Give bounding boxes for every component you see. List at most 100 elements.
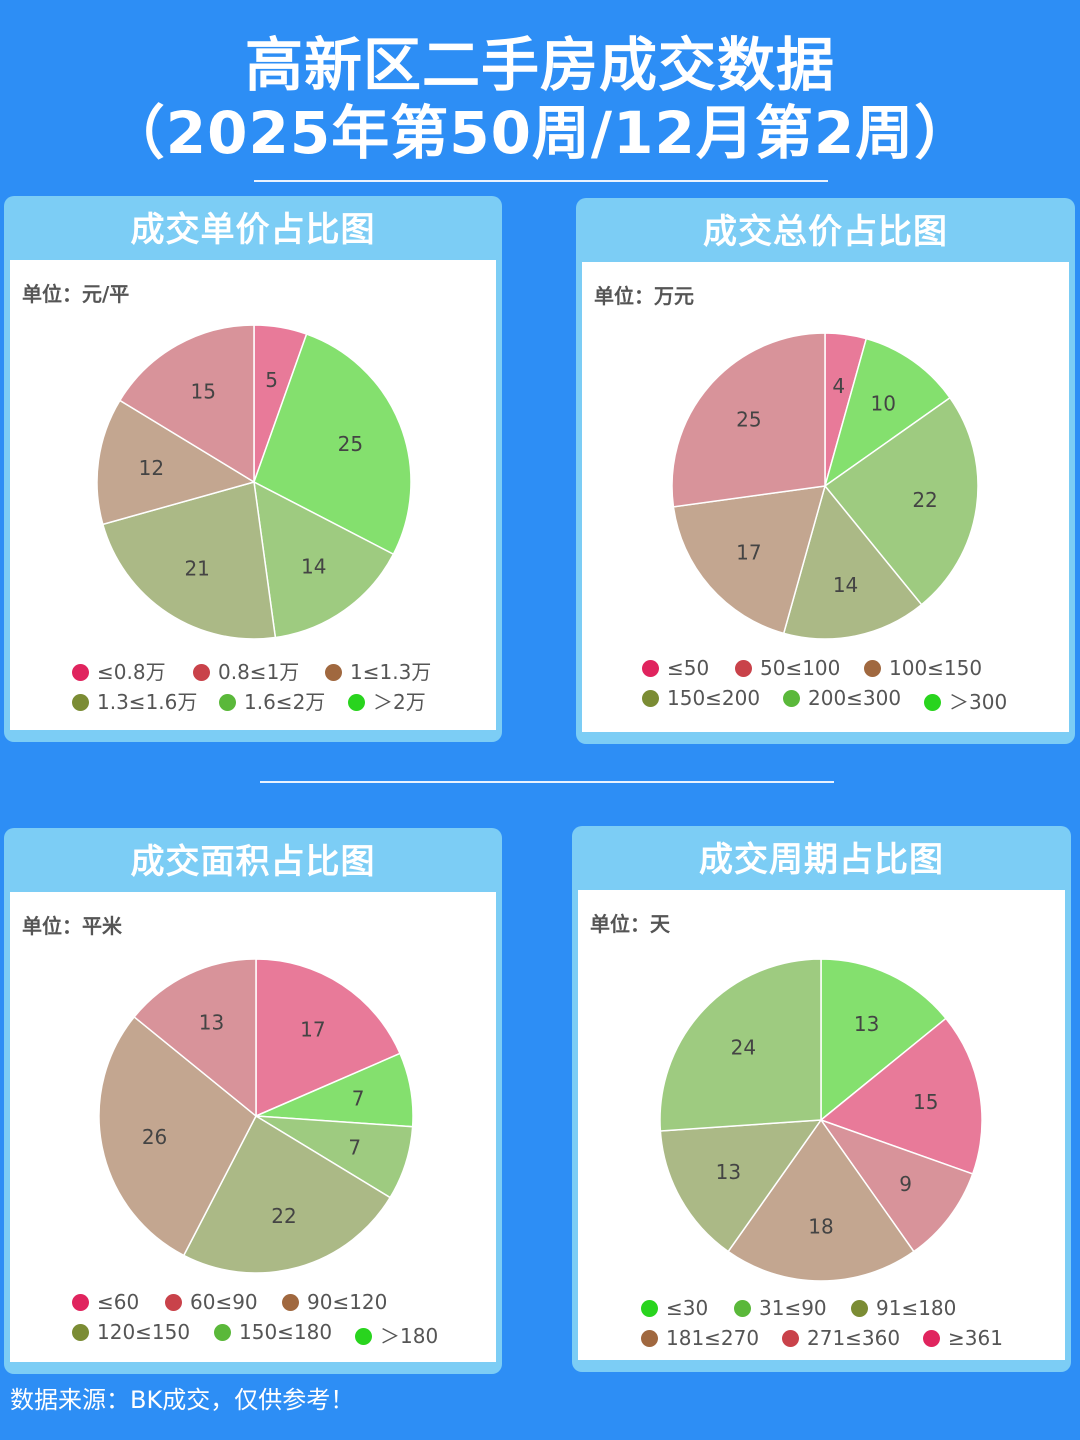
legend-item: 200≤300 <box>783 686 901 710</box>
legend-dot <box>72 664 89 681</box>
legend-dot <box>851 1300 868 1317</box>
slice-label: 24 <box>731 1035 756 1059</box>
legend-dot <box>783 690 800 707</box>
chart-panel-total-price: 成交总价占比图 单位：万元 4 10 22 14 17 25 ≤50 50≤100 100… <box>576 198 1075 744</box>
legend-label: ≤60 <box>97 1290 140 1314</box>
legend-item: 100≤150 <box>864 656 982 680</box>
pie-chart: 13 15 9 18 13 24 <box>659 958 983 1282</box>
pie-slice <box>253 333 412 556</box>
pie-slice <box>133 958 257 1118</box>
legend-label: 91≤180 <box>876 1296 957 1320</box>
legend-dot <box>924 694 941 711</box>
slice-label: 15 <box>190 380 215 404</box>
legend-label: 60≤90 <box>190 1290 258 1314</box>
legend-item: 60≤90 <box>165 1290 258 1314</box>
legend-label: 31≤90 <box>759 1296 827 1320</box>
pie-slice <box>823 396 979 606</box>
pie-slice <box>823 337 952 488</box>
pie-slice <box>727 1118 915 1282</box>
legend-item: 150≤200 <box>642 686 760 710</box>
pie-slice <box>659 958 822 1132</box>
pie-slice <box>671 332 826 508</box>
pie-slice <box>782 484 923 640</box>
pie-chart: 4 10 22 14 17 25 <box>671 332 979 640</box>
legend-dot <box>72 1324 89 1341</box>
chart-panel-cycle: 成交周期占比图 单位：天 13 15 9 18 13 24 ≤30 31≤90 91≤18… <box>572 826 1071 1372</box>
legend-item: 150≤180 <box>214 1320 332 1344</box>
legend-item: 271≤360 <box>782 1326 900 1350</box>
pie-slice <box>101 481 277 640</box>
legend-row: 181≤270 271≤360 ≥361 <box>578 1326 1065 1356</box>
slice-label: 7 <box>352 1086 365 1110</box>
chart-body: 单位：万元 4 10 22 14 17 25 ≤50 50≤100 100≤150 150… <box>582 262 1069 732</box>
pie-slice <box>182 1114 392 1274</box>
slice-label: 26 <box>142 1125 167 1149</box>
legend-item: ＞2万 <box>348 686 426 715</box>
data-source-note: 数据来源：BK成交，仅供参考！ <box>10 1386 355 1414</box>
slice-label: 10 <box>871 392 896 416</box>
slice-label: 21 <box>184 557 209 581</box>
pie-slice <box>659 1119 823 1253</box>
legend-label: ＞2万 <box>373 690 426 714</box>
slice-label: 13 <box>199 1010 224 1034</box>
pie-slice <box>96 399 256 526</box>
pie-slice <box>118 324 255 484</box>
legend-item: ≤60 <box>72 1290 139 1314</box>
chart-body: 单位：平米 17 7 7 22 26 13 ≤60 60≤90 90≤120 120≤15… <box>10 892 496 1362</box>
slice-label: 9 <box>899 1172 912 1196</box>
legend-label: ＞300 <box>949 690 1008 714</box>
pie-chart: 5 25 14 21 12 15 <box>96 324 412 640</box>
slice-label: 17 <box>300 1017 325 1041</box>
slice-label: 13 <box>716 1160 741 1184</box>
legend-label: ≤0.8万 <box>97 660 166 684</box>
chart-body: 单位：元/平 5 25 14 21 12 15 ≤0.8万 0.8≤1万 1≤1.3万 1… <box>10 260 496 730</box>
page-subtitle: （2025年第50周/12月第2周） <box>106 99 974 167</box>
legend-row: ≤0.8万 0.8≤1万 1≤1.3万 <box>10 656 496 686</box>
slice-label: 18 <box>808 1214 833 1238</box>
slice-label: 25 <box>338 432 363 456</box>
legend-dot <box>348 694 365 711</box>
legend-label: 271≤360 <box>807 1326 901 1350</box>
slice-label: 13 <box>854 1012 879 1036</box>
unit-label: 单位：天 <box>590 912 670 936</box>
legend-dot <box>734 1300 751 1317</box>
legend-label: 181≤270 <box>666 1326 760 1350</box>
legend-item: ≥361 <box>923 1326 1003 1350</box>
slice-label: 22 <box>912 488 937 512</box>
slice-label: 22 <box>271 1204 296 1228</box>
legend-label: 1≤1.3万 <box>350 660 432 684</box>
slice-label: 15 <box>913 1090 938 1114</box>
slice-label: 14 <box>301 555 326 579</box>
slice-label: 7 <box>348 1135 361 1159</box>
legend-dot <box>864 660 881 677</box>
legend-item: ＞300 <box>924 686 1007 715</box>
unit-label: 单位：平米 <box>22 914 122 938</box>
pie-slice <box>819 1017 983 1175</box>
legend-label: 0.8≤1万 <box>218 660 300 684</box>
legend-dot <box>165 1294 182 1311</box>
legend-dot <box>282 1294 299 1311</box>
legend-dot <box>735 660 752 677</box>
legend-dot <box>782 1330 799 1347</box>
legend-dot <box>193 664 210 681</box>
unit-label: 单位：万元 <box>594 284 694 308</box>
legend-label: 100≤150 <box>889 656 983 680</box>
legend-item: 90≤120 <box>282 1290 387 1314</box>
legend-dot <box>72 694 89 711</box>
panel-title: 成交单价占比图 <box>130 210 376 250</box>
legend-item: ≤50 <box>642 656 709 680</box>
legend-label: ＞180 <box>380 1324 439 1348</box>
legend-row: 1.3≤1.6万 1.6≤2万 ＞2万 <box>10 686 496 716</box>
legend-label: 90≤120 <box>307 1290 388 1314</box>
slice-label: 12 <box>139 456 164 480</box>
pie-slice <box>819 1118 974 1253</box>
legend-item: ≤0.8万 <box>72 656 166 685</box>
chart-panel-unit-price: 成交单价占比图 单位：元/平 5 25 14 21 12 15 ≤0.8万 0.8≤1万 … <box>4 196 502 742</box>
legend-item: 0.8≤1万 <box>193 656 299 685</box>
pie-slice <box>820 958 947 1122</box>
legend-dot <box>642 660 659 677</box>
slice-label: 4 <box>832 374 845 398</box>
legend-item: 1.3≤1.6万 <box>72 686 197 715</box>
legend-item: 1.6≤2万 <box>219 686 325 715</box>
slice-label: 17 <box>736 540 761 564</box>
